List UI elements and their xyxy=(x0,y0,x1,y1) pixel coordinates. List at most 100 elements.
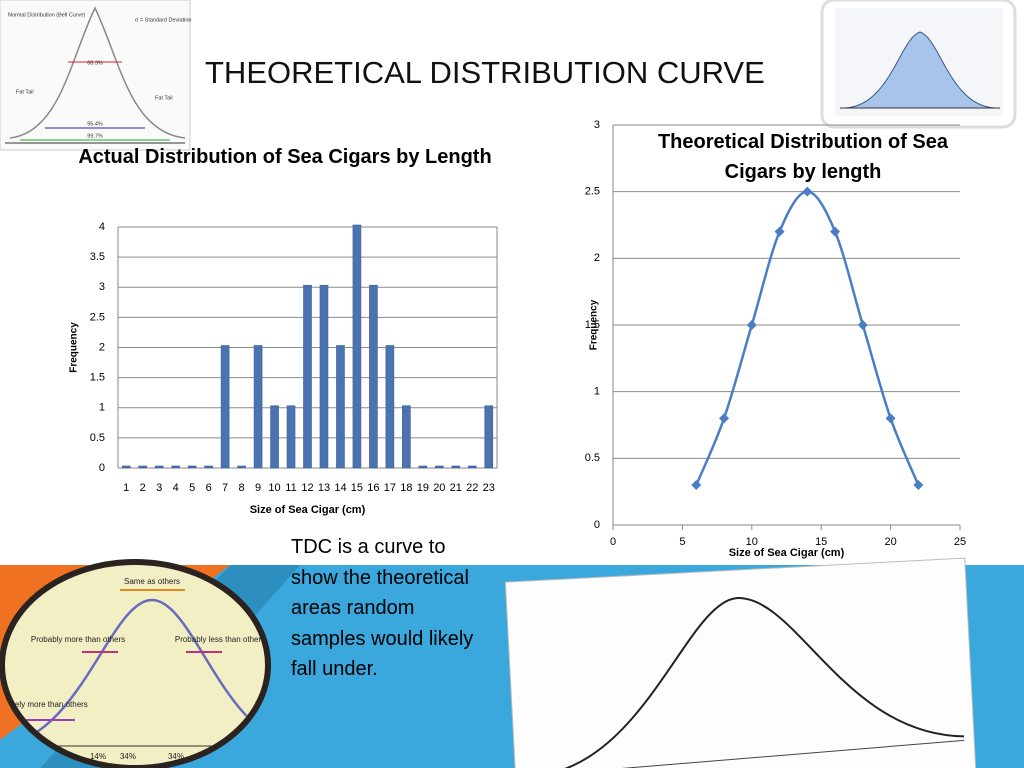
bar xyxy=(385,345,395,469)
x-tick-label: 11 xyxy=(285,482,296,494)
bell-curve xyxy=(9,6,186,139)
x-tick-label: 25 xyxy=(954,536,966,548)
x-tick-label: 14 xyxy=(334,482,346,494)
image-label: Fat Tail xyxy=(16,89,34,95)
image-frame xyxy=(504,557,977,768)
marker xyxy=(746,320,757,330)
image-label: 99.7% xyxy=(87,133,103,139)
x-tick-label: 20 xyxy=(433,482,445,494)
x-tick-label: 5 xyxy=(679,536,685,548)
x-tick-label: 8 xyxy=(239,482,245,494)
x-tick-label: 2 xyxy=(140,482,146,494)
y-tick-label: 1.5 xyxy=(90,372,105,384)
bar xyxy=(484,405,494,469)
y-tick-label: 0.5 xyxy=(90,432,105,444)
x-tick-label: 7 xyxy=(222,482,228,494)
x-tick-label: 10 xyxy=(268,482,280,494)
marker xyxy=(857,320,868,330)
y-tick-label: 3 xyxy=(594,119,600,131)
x-axis-label: Size of Sea Cigar (cm) xyxy=(729,547,845,559)
bar xyxy=(286,405,296,469)
image-label: Definitely more than others xyxy=(0,700,88,709)
image-label: 34% xyxy=(120,752,136,761)
image-label: Same as others xyxy=(124,577,180,586)
bar xyxy=(220,345,230,469)
image-label: 14% xyxy=(90,752,106,761)
bell-curve xyxy=(844,31,996,109)
labels: Normal Distribution (Bell Curve) σ = Stan… xyxy=(8,12,191,139)
image-label: 68.3% xyxy=(87,60,103,66)
bar xyxy=(435,465,444,469)
x-tick-label: 22 xyxy=(466,482,478,494)
x-tick-label: 20 xyxy=(884,536,896,548)
y-tick-label: 2 xyxy=(99,341,105,353)
x-tick-label: 19 xyxy=(417,482,429,494)
slide-title: THEORETICAL DISTRIBUTION CURVE xyxy=(205,55,765,90)
x-tick-label: 3 xyxy=(156,482,162,494)
image-frame xyxy=(0,559,271,768)
x-tick-label: 12 xyxy=(301,482,313,494)
y-tick-label: 0.5 xyxy=(585,452,600,464)
y-axis-label: Frequency xyxy=(589,299,600,350)
image-curve-photo xyxy=(504,557,977,768)
marker xyxy=(913,480,924,490)
image-label: 34% xyxy=(168,752,184,761)
image-label: 95.4% xyxy=(87,121,103,127)
charts: 0 0.5 1 1.5 2 2.5 3 3.5 4 Frequency Size of Sea Ci… xyxy=(69,119,966,559)
bar xyxy=(352,224,362,469)
bar xyxy=(303,284,312,469)
y-tick-label: 1 xyxy=(594,386,600,398)
marker xyxy=(830,226,841,237)
x-tick-label: 21 xyxy=(450,482,462,494)
y-tick-label: 0 xyxy=(99,462,105,474)
x-tick-label: 15 xyxy=(351,482,363,494)
bar xyxy=(451,465,461,469)
marker xyxy=(774,226,785,237)
bar xyxy=(467,465,477,469)
bell-curve xyxy=(5,598,265,747)
y-tick-label: 1 xyxy=(99,402,105,414)
y-tick-label: 0 xyxy=(594,519,600,531)
y-axis-label: Frequency xyxy=(69,322,80,373)
x-tick-label: 17 xyxy=(384,482,396,494)
chart-title: Actual Distribution of Sea Cigars by Len… xyxy=(78,146,492,168)
image-bell-photo xyxy=(820,0,1017,129)
x-tick-label: 10 xyxy=(746,536,758,548)
x-tick-label: 15 xyxy=(815,536,827,548)
x-tick-label: 4 xyxy=(173,482,179,494)
bar xyxy=(138,465,148,469)
y-tick-label: 4 xyxy=(99,221,105,233)
body-text: TDC is a curve to show the theoretical a… xyxy=(291,536,474,680)
bar xyxy=(369,284,378,469)
image-normal-distribution xyxy=(0,0,191,151)
curve xyxy=(535,597,965,768)
image-label: Probably more than others xyxy=(31,635,125,644)
image-frame xyxy=(0,0,191,151)
marker xyxy=(885,413,896,424)
x-tick-label: 9 xyxy=(255,482,261,494)
marker xyxy=(691,480,702,490)
line xyxy=(695,190,920,486)
x-tick-label: 13 xyxy=(318,482,330,494)
bar xyxy=(319,284,329,469)
x-tick-label: 6 xyxy=(206,482,212,494)
marker xyxy=(719,413,730,424)
bar xyxy=(418,465,428,469)
image-likelihood: Same as others Probably more than others P… xyxy=(0,559,271,768)
y-tick-label: 3.5 xyxy=(90,251,105,263)
image-label: σ = Standard Deviation xyxy=(135,17,191,23)
x-tick-label: 23 xyxy=(483,482,495,494)
x-tick-label: 5 xyxy=(189,482,195,494)
marker xyxy=(802,186,813,197)
bar xyxy=(171,465,180,469)
bar xyxy=(402,405,411,469)
y-tick-label: 2.5 xyxy=(90,311,105,323)
x-axis-label: Size of Sea Cigar (cm) xyxy=(250,504,366,516)
bar xyxy=(154,465,164,469)
bar xyxy=(187,465,197,469)
y-tick-label: 2 xyxy=(594,252,600,264)
y-tick-label: 2.5 xyxy=(585,186,600,198)
bar xyxy=(204,465,213,469)
